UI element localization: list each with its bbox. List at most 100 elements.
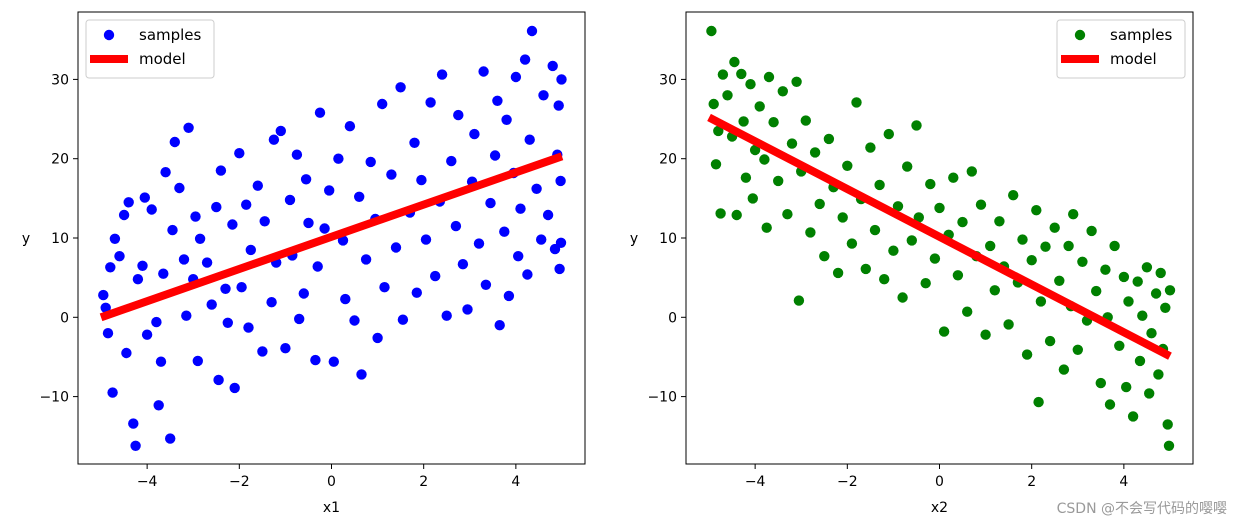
data-point [1026, 255, 1037, 266]
data-point [430, 270, 441, 282]
legend: samples model [85, 19, 215, 79]
data-point [441, 310, 452, 321]
legend-marker-samples [103, 29, 115, 41]
x-tick-label: 2 [419, 474, 428, 490]
data-point [489, 150, 501, 161]
data-point [800, 115, 811, 126]
data-point [747, 193, 758, 204]
x-tick-label: −2 [837, 474, 858, 490]
data-point [420, 234, 432, 245]
data-point [1044, 335, 1056, 347]
data-point [555, 175, 566, 187]
data-point [128, 418, 139, 429]
legend-label-samples: samples [1110, 26, 1173, 44]
data-point [411, 287, 422, 298]
data-point [450, 220, 462, 232]
data-point [1091, 285, 1102, 297]
data-point [526, 25, 538, 37]
y-tick-label: 0 [668, 310, 677, 326]
data-point [888, 245, 899, 256]
right-chart-panel: −4 −2 0 2 4 −10 0 10 20 30 x2 y samples model [630, 11, 1194, 516]
data-point [1123, 296, 1134, 307]
data-point [962, 306, 973, 317]
data-point [902, 161, 913, 172]
data-point [860, 263, 871, 275]
data-point [252, 180, 263, 191]
data-point [865, 142, 876, 153]
data-point [243, 322, 254, 333]
data-point [911, 120, 922, 131]
data-point [1141, 262, 1153, 273]
data-point [344, 121, 356, 132]
data-point [174, 182, 185, 194]
x-tick-label: 0 [327, 474, 336, 490]
data-point [167, 224, 178, 236]
data-point [842, 160, 853, 171]
data-point [141, 329, 153, 340]
x-tick-label: 2 [1027, 474, 1036, 490]
data-point [241, 199, 252, 210]
data-point [310, 354, 321, 366]
data-point [1163, 440, 1175, 451]
data-point [837, 212, 848, 223]
data-point [1033, 396, 1044, 408]
data-point [409, 137, 420, 148]
data-point [397, 314, 409, 325]
data-point [1150, 288, 1162, 299]
data-point [929, 253, 941, 264]
data-point [1049, 222, 1060, 233]
data-point [538, 90, 549, 101]
data-point [715, 208, 726, 219]
data-point [333, 153, 344, 164]
data-point [294, 313, 305, 325]
data-point [749, 144, 761, 156]
data-point [360, 254, 372, 265]
data-point [1109, 240, 1120, 252]
data-point [236, 282, 247, 293]
data-point [805, 227, 816, 238]
data-point [130, 440, 141, 451]
data-point [952, 270, 964, 281]
data-point [1058, 364, 1070, 375]
data-point [201, 257, 213, 268]
legend-box [85, 19, 215, 79]
data-point [1146, 328, 1157, 339]
data-point [165, 433, 176, 444]
data-point [883, 128, 894, 140]
data-point [989, 285, 1000, 296]
data-point [1164, 285, 1176, 296]
y-axis-label: y [22, 231, 30, 247]
data-point [1114, 340, 1125, 351]
data-point [938, 326, 950, 337]
data-point [1121, 381, 1132, 393]
data-point [906, 235, 917, 246]
data-point [814, 198, 825, 210]
y-axis-label: y [630, 231, 638, 247]
data-point [934, 202, 945, 214]
data-point [731, 209, 742, 221]
data-point [227, 219, 238, 230]
data-point [786, 138, 798, 149]
data-point [1035, 296, 1047, 307]
data-point [823, 133, 835, 145]
data-point [761, 222, 772, 233]
data-point [791, 76, 802, 88]
data-point [395, 82, 406, 93]
data-point [1153, 369, 1164, 380]
data-point [416, 174, 427, 186]
data-point [1144, 388, 1155, 399]
data-point [948, 172, 959, 183]
data-point [109, 233, 121, 244]
data-point [377, 98, 388, 110]
data-point [194, 233, 206, 244]
data-point [275, 125, 286, 137]
data-point [980, 329, 991, 340]
data-point [925, 178, 936, 190]
y-tick-label: −10 [647, 390, 677, 406]
data-point [139, 192, 150, 203]
data-point [1077, 256, 1088, 267]
x-tick-label: 0 [935, 474, 944, 490]
data-point [1132, 276, 1143, 287]
y-tick-label: 20 [659, 152, 677, 168]
x-tick-label: −4 [137, 474, 158, 490]
